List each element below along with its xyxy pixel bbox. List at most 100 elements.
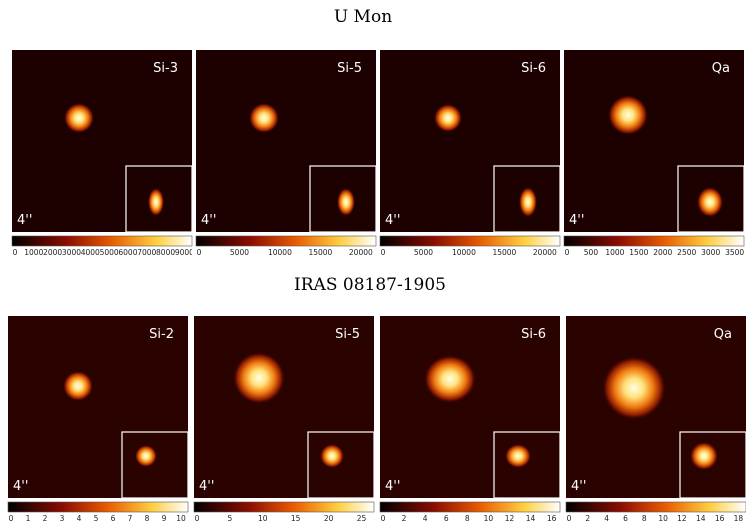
tick-label: 18 [734,514,744,523]
tick-label: 5000 [414,248,433,257]
colorbar [12,236,192,246]
filter-label: Si-2 [149,327,174,342]
tick-label: 20000 [349,248,373,257]
colorbar [8,502,188,512]
source [64,103,94,133]
inset [494,432,560,498]
filter-label: Qa [714,327,732,342]
tick-label: 15 [291,514,301,523]
panel: Si-54''05000100001500020000 [196,50,376,257]
tick-label: 2 [402,514,407,523]
tick-label: 5000 [230,248,249,257]
tick-label: 1000 [24,248,43,257]
source [434,104,462,132]
tick-label: 4 [77,514,82,523]
inset-source [148,188,164,216]
tick-label: 8 [145,514,150,523]
scale-label: 4'' [13,479,28,494]
colorbar [380,502,560,512]
tick-label: 0 [565,248,570,257]
inset-source [690,442,718,470]
tick-label: 5000 [100,248,119,257]
scale-label: 4'' [385,213,400,228]
tick-label: 0 [195,514,200,523]
tick-label: 0 [9,514,14,523]
tick-label: 3000 [701,248,720,257]
tick-label: 500 [584,248,599,257]
tick-label: 25 [357,514,367,523]
scale-label: 4'' [385,479,400,494]
tick-label: 0 [381,514,386,523]
scale-label: 4'' [17,213,32,228]
tick-label: 1 [26,514,31,523]
tick-label: 2000 [43,248,62,257]
inset-source [320,444,344,468]
row-title: U Mon [334,7,392,27]
tick-label: 7000 [137,248,156,257]
tick-label: 10000 [268,248,292,257]
tick-label: 0 [381,248,386,257]
tick-label: 0 [567,514,572,523]
tick-label: 5 [94,514,99,523]
tick-label: 14 [696,514,706,523]
tick-label: 2 [585,514,590,523]
tick-label: 3000 [62,248,81,257]
tick-label: 3500 [725,248,744,257]
colorbar [194,502,374,512]
tick-label: 10000 [452,248,476,257]
source [63,371,93,401]
colorbar [380,236,560,246]
tick-label: 1500 [629,248,648,257]
tick-label: 10 [658,514,668,523]
inset-source [505,444,531,468]
source [424,355,476,403]
tick-label: 8 [465,514,470,523]
tick-label: 9000 [175,248,194,257]
tick-label: 2 [43,514,48,523]
scale-label: 4'' [569,213,584,228]
tick-label: 6 [111,514,116,523]
tick-label: 7 [128,514,133,523]
source [608,95,648,135]
tick-label: 4 [423,514,428,523]
tick-label: 4000 [81,248,100,257]
tick-label: 20000 [533,248,557,257]
tick-label: 6 [444,514,449,523]
tick-label: 16 [547,514,557,523]
tick-label: 15000 [308,248,332,257]
tick-label: 12 [505,514,515,523]
source [233,352,285,404]
panel: Si-64''05000100001500020000 [380,50,560,257]
tick-label: 0 [197,248,202,257]
figure: U Mon IRAS 08187-1905 Si-34''01000200030… [0,0,746,527]
inset-source [337,188,355,216]
inset-source [135,445,157,467]
tick-label: 1000 [605,248,624,257]
colorbar [564,236,744,246]
inset [308,432,374,498]
tick-label: 3 [60,514,65,523]
colorbar [196,236,376,246]
filter-label: Si-3 [153,61,178,76]
filter-label: Si-6 [521,61,546,76]
tick-label: 6 [623,514,628,523]
inset-source [697,187,723,217]
tick-label: 6000 [118,248,137,257]
row-title: IRAS 08187-1905 [294,275,446,295]
panel: Qa4''0500100015002000250030003500 [564,50,744,257]
scale-label: 4'' [199,479,214,494]
filter-label: Si-5 [335,327,360,342]
panel: Si-2 4'' 0 1 2 3 4 5 6 7 8 9 10 [8,316,188,523]
tick-label: 16 [715,514,725,523]
inset [122,432,188,498]
source [602,356,666,420]
filter-label: Si-6 [521,327,546,342]
tick-label: 9 [162,514,167,523]
tick-label: 10 [176,514,186,523]
tick-label: 12 [677,514,687,523]
scale-label: 4'' [571,479,586,494]
